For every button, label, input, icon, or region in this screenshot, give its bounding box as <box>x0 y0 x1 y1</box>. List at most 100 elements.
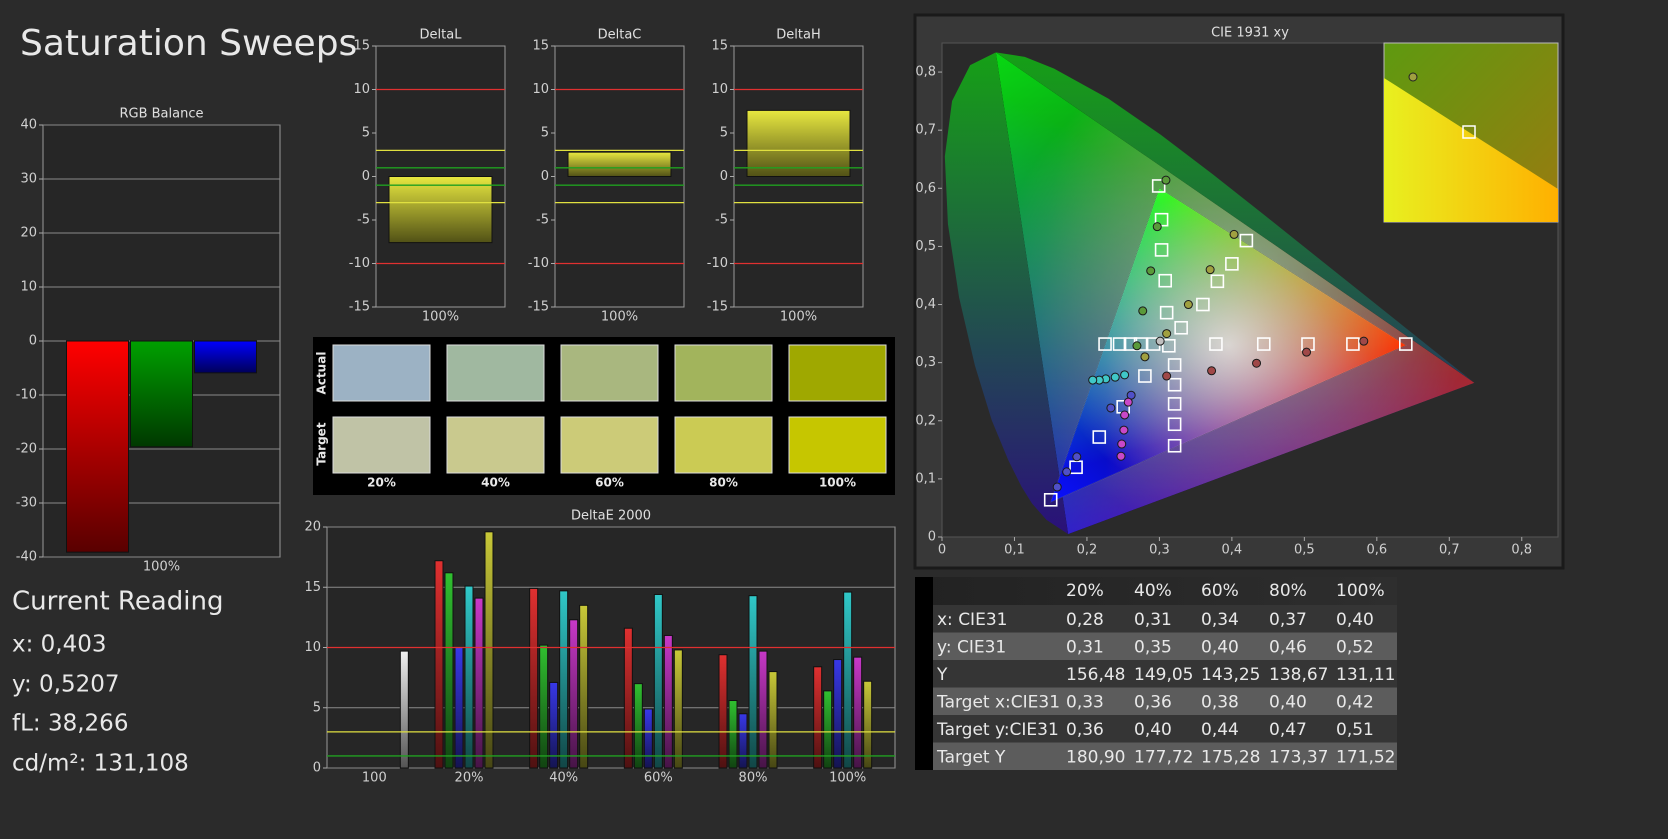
y-tick-label: 5 <box>362 126 370 141</box>
swatch-target <box>788 416 887 474</box>
bar <box>539 644 549 769</box>
table-cell: 180,90 <box>1066 747 1125 767</box>
chart-title: DeltaL <box>420 28 463 43</box>
bar <box>130 340 193 448</box>
target-point <box>1209 337 1223 351</box>
y-tick-label: 0,6 <box>915 181 936 196</box>
target-point <box>1196 297 1210 312</box>
bar <box>673 649 683 769</box>
x-tick-label: 100% <box>422 310 459 325</box>
measured-point <box>1205 265 1215 275</box>
target-point <box>1154 243 1169 257</box>
bar <box>643 708 653 769</box>
y-tick-label: 5 <box>313 700 321 715</box>
target-point <box>1167 377 1182 392</box>
table-cell: 173,37 <box>1269 747 1328 767</box>
x-tick-label: 0,8 <box>1511 543 1532 558</box>
bar <box>748 595 758 769</box>
measured-point <box>1183 300 1193 310</box>
y-tick-label: 0,2 <box>915 413 936 428</box>
measured-point <box>1119 425 1129 435</box>
target-point <box>1167 397 1182 411</box>
y-tick-label: 15 <box>532 39 549 54</box>
bar <box>399 650 409 769</box>
table-cell: 0,31 <box>1066 637 1104 657</box>
y-tick-label: 0 <box>362 169 370 184</box>
measured-point <box>1302 347 1312 357</box>
measured-point <box>1359 336 1369 346</box>
measured-point <box>1207 366 1217 376</box>
bar <box>623 627 633 769</box>
y-tick-label: 5 <box>720 126 728 141</box>
reading-line: y: 0,5207 <box>12 672 119 698</box>
y-tick-label: 10 <box>20 280 37 295</box>
target-point <box>1162 338 1176 353</box>
table-cell: 0,36 <box>1134 692 1172 712</box>
x-tick-label: 100% <box>780 310 817 325</box>
y-tick-label: -40 <box>16 550 37 565</box>
bar <box>529 587 539 769</box>
y-tick-label: 0 <box>541 169 549 184</box>
target-point <box>1092 430 1107 444</box>
table-cell: 0,51 <box>1336 720 1374 740</box>
table-cell: x: CIE31 <box>937 610 1007 630</box>
target-point <box>1098 337 1112 351</box>
x-tick-label: 0,1 <box>1004 543 1025 558</box>
bar <box>738 713 748 769</box>
table-cell: 0,47 <box>1269 720 1307 740</box>
content: Actual Target 20% 40% 60% 80% 100% 20% 40% 60% 80%… <box>16 26 1559 786</box>
measured-point <box>1161 175 1171 185</box>
bar <box>484 531 494 769</box>
y-tick-label: 0 <box>928 530 936 545</box>
bar <box>194 340 257 374</box>
swatch-column-label: 60% <box>595 476 624 490</box>
table-cell: 0,33 <box>1066 692 1104 712</box>
table-header: 80% <box>1269 581 1307 601</box>
table-row-bg <box>933 715 1397 743</box>
y-tick-label: -5 <box>536 213 549 228</box>
chart-title: CIE 1931 xy <box>1211 26 1289 41</box>
bar <box>653 593 663 769</box>
measured-point <box>1146 266 1156 276</box>
y-tick-label: -30 <box>16 496 37 511</box>
y-tick-label: -5 <box>715 213 728 228</box>
table-row-bg <box>933 632 1397 660</box>
chart-title: DeltaC <box>598 28 642 43</box>
table-cell: 0,40 <box>1201 637 1239 657</box>
reading-title: Current Reading <box>12 587 223 617</box>
swatch-actual <box>788 344 887 402</box>
table-header: 20% <box>1066 581 1104 601</box>
x-tick-label: 40% <box>549 771 578 786</box>
swatch-actual <box>332 344 431 402</box>
y-tick-label: 0 <box>720 169 728 184</box>
y-tick-label: -5 <box>357 213 370 228</box>
chart-title: RGB Balance <box>119 107 203 122</box>
y-tick-label: 15 <box>711 39 728 54</box>
y-tick-label: -20 <box>16 442 37 457</box>
target-point <box>1151 179 1166 193</box>
measured-point <box>1116 451 1126 461</box>
measured-point <box>1120 370 1130 380</box>
y-tick-label: 20 <box>304 520 321 535</box>
measured-point <box>1120 410 1130 420</box>
measured-point <box>1162 371 1172 381</box>
target-point <box>1210 274 1225 289</box>
table-header: 100% <box>1336 581 1385 601</box>
table-cell: 149,05 <box>1134 665 1193 685</box>
y-tick-label: 10 <box>532 82 549 97</box>
y-tick-label: 0 <box>313 761 321 776</box>
table-cell: 143,25 <box>1201 665 1260 685</box>
measured-point <box>1106 403 1116 413</box>
table-cell: 0,40 <box>1134 720 1172 740</box>
table-cell: 175,28 <box>1201 747 1260 767</box>
table-cell: Target Y <box>936 747 1006 767</box>
target-point <box>1167 417 1182 432</box>
swatch-column-label: 20% <box>367 476 396 490</box>
table-cell: 156,48 <box>1066 665 1125 685</box>
bar <box>569 619 579 769</box>
swatch-actual <box>560 344 659 402</box>
table-cell: Y <box>936 665 948 685</box>
bar <box>843 591 853 769</box>
table-cell: 0,34 <box>1201 610 1239 630</box>
